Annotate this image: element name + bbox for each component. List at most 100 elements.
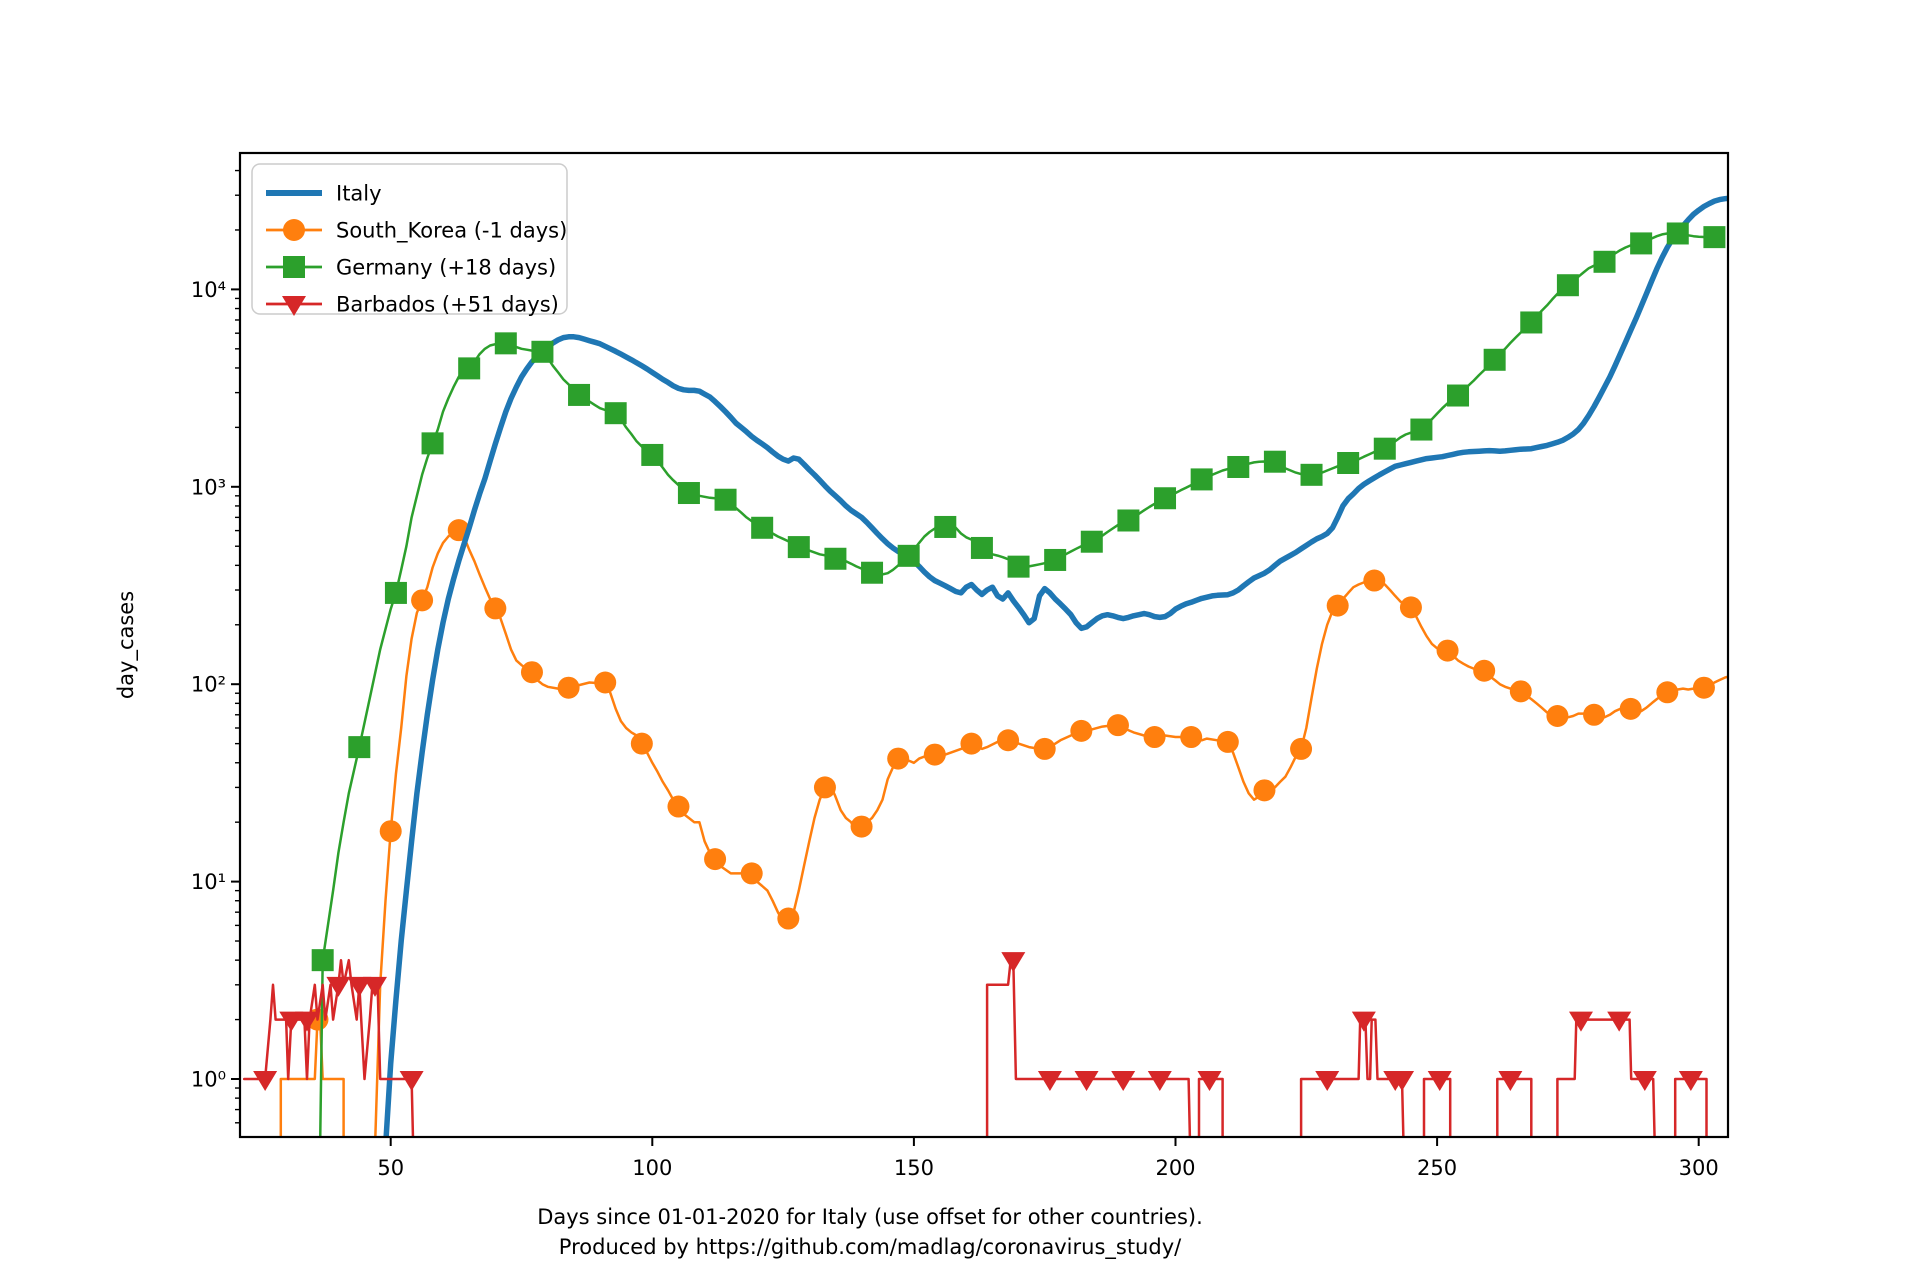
series-south_korea-marker [740,862,763,885]
series-barbados-marker [347,976,372,997]
series-barbados-marker [294,1011,319,1032]
series-germany-marker [1300,463,1323,486]
series-germany-marker [421,432,444,455]
series-barbados-marker [1037,1071,1062,1091]
series-germany-marker [1556,274,1579,297]
x-tick-label: 100 [632,1156,672,1180]
series-germany-marker [1703,226,1726,249]
series-germany-marker [934,515,957,538]
series-germany-marker [1593,250,1616,273]
series-barbados-marker [1147,1071,1172,1091]
series-south_korea-marker [887,747,910,770]
x-tick-label: 150 [894,1156,934,1180]
series-germany-marker [1044,548,1067,571]
series-germany-marker [1227,455,1250,478]
series-barbados-marker [1351,1011,1376,1032]
series-south_korea-marker [1180,726,1203,749]
legend-item-label: Germany (+18 days) [336,256,556,280]
series-south_korea-marker [484,597,507,620]
x-axis-label-line-2: Produced by https://github.com/madlag/co… [559,1235,1182,1260]
series-south_korea-marker [1033,737,1056,760]
series-germany-marker [568,383,591,406]
series-germany-marker [1410,418,1433,441]
series-south_korea-marker [1363,569,1386,592]
series-germany-marker [970,536,993,559]
y-tick-label: 10⁰ [191,1068,226,1092]
legend-box [251,163,568,315]
series-south_korea-marker [630,732,653,755]
series-germany-marker [1630,232,1653,255]
series-south_korea [279,519,1728,1137]
series-germany-marker [1337,451,1360,474]
series-barbados-marker [1111,1071,1136,1091]
series-germany [311,222,1726,1137]
series-germany-marker [1666,222,1689,245]
x-tick-label: 300 [1679,1156,1719,1180]
series-south_korea-marker [557,676,580,699]
series-south_korea-marker [667,795,690,818]
series-germany-marker [1373,437,1396,460]
series-barbados [242,952,1708,1137]
series-barbados-marker [1632,1071,1657,1091]
series-germany-marker [787,536,810,559]
series-barbados-marker [1001,952,1026,973]
series-germany-marker [1154,487,1177,510]
series-germany-marker [1190,468,1213,491]
series-south_korea-marker [1290,737,1313,760]
series-south_korea-marker [704,848,727,871]
series-south_korea-marker [1253,779,1276,802]
series-germany-marker [311,949,334,972]
series-south_korea-marker [1656,681,1679,704]
series-south_korea-marker [520,661,543,684]
y-tick-label: 10⁴ [191,278,226,302]
y-tick-label: 10² [191,673,226,697]
series-south_korea-marker [594,671,617,694]
series-germany-marker [1483,348,1506,371]
series-italy [383,195,1728,1137]
series-barbados-marker [1678,1071,1703,1091]
plot-frame [238,151,1730,1139]
series-germany-marker [824,547,847,570]
series-barbados-marker [1427,1071,1452,1091]
series-south_korea-marker [1143,726,1166,749]
series-germany-marker [1520,311,1543,334]
series-south_korea-marker [777,907,800,930]
series-south_korea-marker [1326,594,1349,617]
series-barbados-marker [1074,1071,1099,1091]
series-south_korea-marker [1473,659,1496,682]
series-germany-marker [604,402,627,425]
series-germany-marker [641,443,664,466]
series-germany-marker [494,332,517,355]
series-barbados-marker [1390,1071,1415,1091]
series-germany-marker [1007,555,1030,578]
legend-circle-marker-icon [283,219,305,241]
legend-triangle-marker-icon [282,296,306,316]
series-south_korea-marker [997,729,1020,752]
series-germany-marker [1447,384,1470,407]
series-south_korea-marker [1070,719,1093,742]
series-barbados-marker [399,1071,424,1091]
series-germany-marker [458,357,481,380]
series-south_korea-marker [1509,680,1532,703]
series-germany-marker [384,581,407,604]
legend-item-label: South_Korea (-1 days) [336,219,567,244]
series-south_korea-marker [1546,705,1569,728]
series-germany-marker [861,561,884,584]
x-tick-label: 250 [1417,1156,1457,1180]
series-germany-marker [531,340,554,363]
series-south_korea-marker [923,743,946,766]
legend-item-label: Italy [336,182,382,206]
series-germany-marker [1263,450,1286,473]
series-germany-marker [677,482,700,505]
series-barbados-marker [253,1071,278,1091]
series-barbados-marker [1315,1071,1340,1091]
series-germany-marker [751,516,774,539]
series-barbados-marker [1498,1071,1523,1091]
y-tick-label: 10¹ [191,870,226,894]
series-south_korea-marker [1583,703,1606,726]
series-south_korea-marker [1106,714,1129,737]
series-germany-marker [897,544,920,567]
series-barbados-marker [1568,1011,1593,1032]
